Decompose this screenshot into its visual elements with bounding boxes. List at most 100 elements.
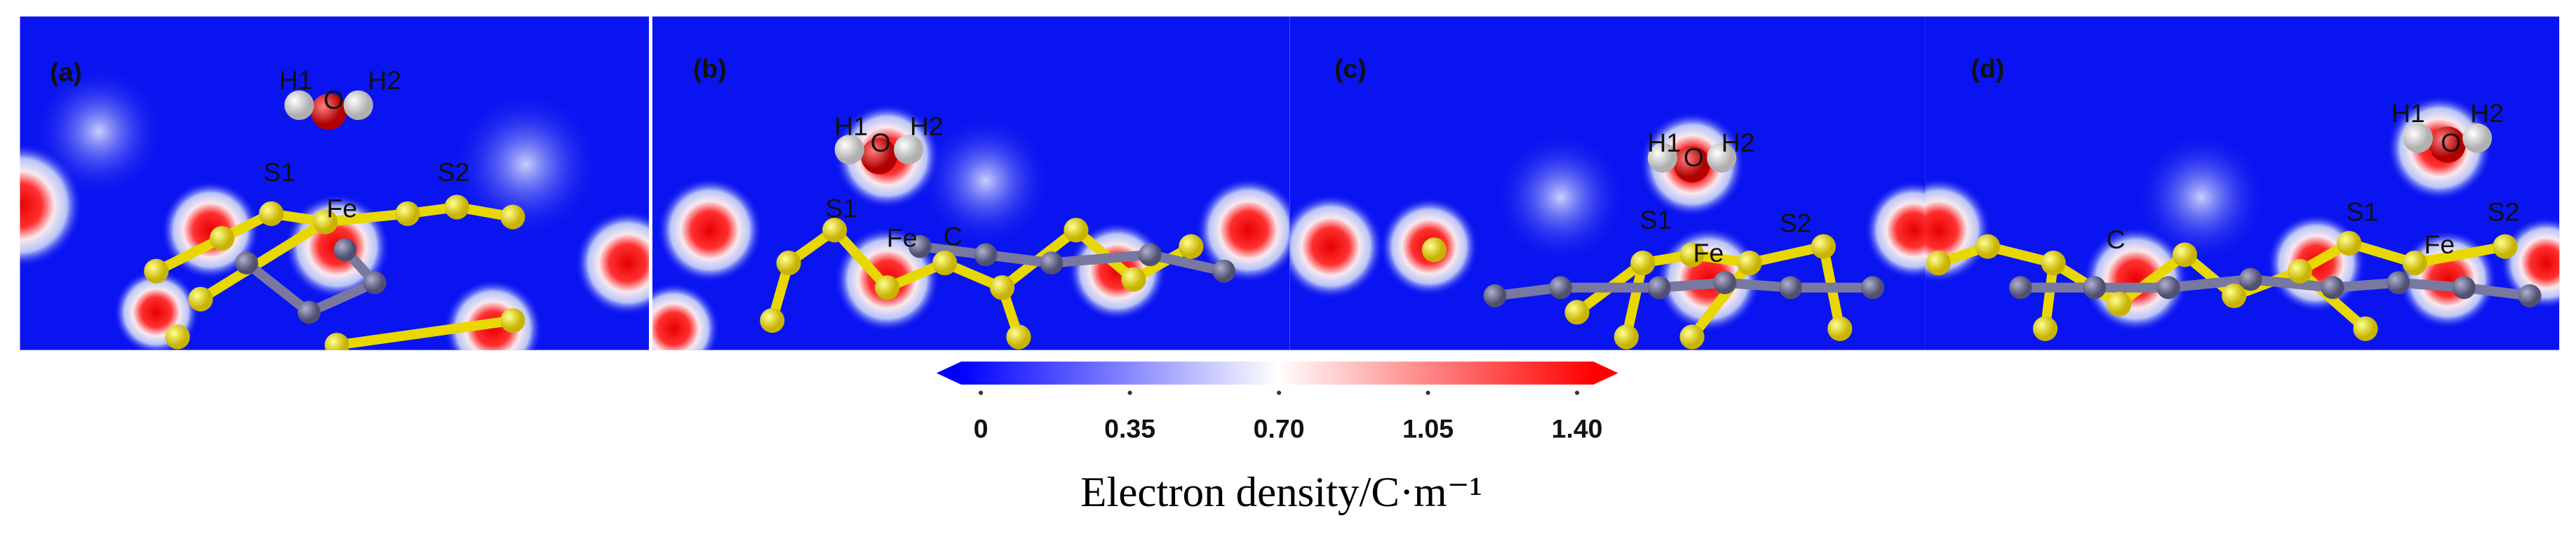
fe-atom [2239, 267, 2262, 291]
s-atom [1421, 237, 1447, 263]
density-peak [652, 282, 720, 350]
density-peak [443, 279, 542, 350]
s-atom [2041, 251, 2066, 276]
h-atom [2462, 123, 2493, 153]
o-atom [310, 93, 347, 130]
atom-label: C [944, 221, 962, 251]
colorbar-tick [1127, 390, 1132, 395]
fe-atom [363, 271, 387, 295]
s-atom [259, 201, 284, 226]
s-atom [2493, 234, 2518, 259]
panel-content [1289, 16, 1926, 350]
s-atom [2032, 316, 2058, 341]
h-atom [284, 90, 314, 120]
s-atom [165, 324, 190, 350]
s-atom [760, 308, 785, 333]
bond [1621, 262, 1648, 338]
s-atom [1827, 316, 1853, 341]
atom-label: O [1684, 142, 1704, 172]
density-peak [1195, 177, 1290, 283]
panel-content [20, 16, 650, 350]
density-halo [920, 114, 1052, 247]
fe-atom [1549, 276, 1573, 300]
fe-atom [1861, 276, 1884, 300]
fe-atom [235, 251, 258, 275]
s-atom [1064, 218, 1089, 243]
colorbar-tick-label: 0 [974, 413, 988, 443]
atom-label: H2 [1722, 128, 1755, 157]
bond [1051, 249, 1151, 268]
panel-content [1925, 16, 2560, 350]
fe-atom [1138, 243, 1162, 267]
fe-atom [1647, 276, 1671, 300]
panel-label: (c) [1334, 54, 1367, 84]
atom-label: H2 [368, 65, 401, 95]
s-atom [444, 194, 469, 220]
fe-atom [1483, 284, 1507, 307]
atom-label: S2 [438, 157, 470, 187]
atom-label: H1 [2391, 98, 2425, 128]
atom-label: O [871, 128, 891, 157]
atom-label: H1 [834, 112, 868, 141]
s-atom [1179, 234, 1204, 259]
fe-atom [2453, 276, 2476, 300]
atom-label: S1 [825, 194, 857, 223]
atom-label: Fe [887, 223, 918, 253]
atom-label: Fe [327, 194, 358, 223]
s-atom [2172, 242, 2197, 267]
colorbar-tick-label: 0.70 [1254, 413, 1305, 443]
density-halo [452, 90, 600, 239]
colorbar-tick [1277, 390, 1282, 395]
density-peak [1864, 180, 1926, 280]
density-halo [1495, 131, 1627, 263]
s-atom [2336, 230, 2362, 256]
fe-atom [2156, 276, 2180, 300]
bond [307, 278, 377, 317]
s-atom [2287, 258, 2312, 284]
bond [2250, 274, 2333, 293]
density-halo [2135, 131, 2267, 263]
o-atom [1674, 146, 1710, 183]
s-atom [1926, 251, 1951, 276]
s-atom [1630, 251, 1656, 276]
panel-label: (a) [50, 57, 82, 86]
atom-label: S2 [1780, 208, 1812, 238]
bond [2168, 274, 2251, 293]
colorbar-tick-label: 1.05 [1402, 413, 1454, 443]
fe-atom [1212, 259, 1236, 283]
density-peak [575, 210, 650, 316]
h-atom [894, 134, 924, 165]
colorbar-arrow [936, 361, 962, 385]
fe-atom [1040, 251, 1064, 275]
density-peak [20, 142, 83, 268]
colorbar-title: Electron density/C·m⁻¹ [1080, 469, 1482, 516]
atom-label: C [2107, 225, 2126, 254]
atom-label: S1 [1640, 205, 1672, 234]
s-atom [875, 275, 900, 300]
o-atom [2429, 126, 2466, 163]
fe-atom [2387, 271, 2410, 295]
bond [336, 315, 514, 350]
atom-label: S1 [2346, 197, 2378, 226]
s-atom [1006, 324, 1031, 350]
density-peak [657, 177, 763, 283]
bond [1148, 250, 1226, 277]
s-atom [1614, 324, 1639, 350]
h-atom [834, 134, 864, 165]
density-peak [1289, 194, 1383, 300]
s-atom [1975, 234, 2000, 259]
bond [325, 208, 408, 227]
bond [243, 259, 312, 317]
bond [1688, 260, 1754, 340]
bond [154, 208, 326, 276]
s-atom [144, 258, 169, 284]
s-atom [1737, 251, 1762, 276]
atom-label: H2 [2470, 98, 2504, 128]
colorbar-tick [1575, 390, 1580, 395]
s-atom [324, 333, 349, 350]
s-atom [395, 201, 420, 226]
colorbar: 0 0.35 0.70 1.05 1.40 [936, 361, 1618, 443]
